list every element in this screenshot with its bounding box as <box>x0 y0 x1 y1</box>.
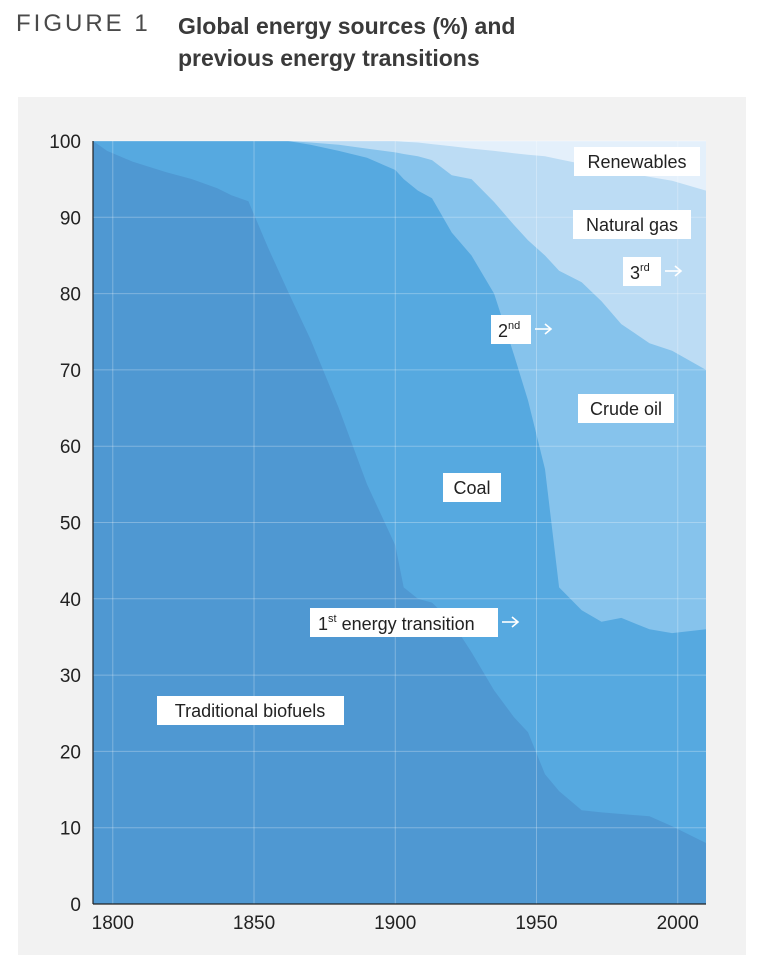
label-third-energy-transition: 3rd <box>623 257 683 286</box>
label-renewables: Renewables <box>574 147 700 176</box>
label-natural-gas-text: Natural gas <box>586 215 678 235</box>
third-transition-arrow-icon <box>665 265 683 277</box>
x-tick-label-1900: 1900 <box>374 913 416 934</box>
first-transition-arrow-icon <box>502 616 520 628</box>
x-tick-label-1800: 1800 <box>92 913 134 934</box>
second-transition-text: 2nd <box>498 320 520 341</box>
first-transition-sup: st <box>328 613 337 625</box>
figure-label: FIGURE 1 <box>16 10 151 37</box>
y-tick-label-10: 10 <box>60 819 81 840</box>
x-tick-label-2000: 2000 <box>657 913 699 934</box>
y-tick-label-100: 100 <box>49 132 81 153</box>
label-traditional-biofuels-text: Traditional biofuels <box>175 701 325 721</box>
label-second-energy-transition: 2nd <box>491 315 553 344</box>
label-natural-gas: Natural gas <box>573 210 691 239</box>
axes <box>92 141 706 905</box>
label-first-energy-transition: 1st energy transition <box>310 608 520 637</box>
first-transition-text: 1st energy transition <box>318 613 475 634</box>
x-axis-tick-labels: 1800 1850 1900 1950 2000 <box>92 913 699 934</box>
y-tick-label-30: 30 <box>60 666 81 687</box>
label-coal: Coal <box>443 473 501 502</box>
figure-title: Global energy sources (%) and previous e… <box>178 10 598 74</box>
second-transition-arrow-icon <box>535 323 553 335</box>
third-transition-text: 3rd <box>630 262 650 283</box>
y-tick-label-50: 50 <box>60 514 81 535</box>
first-transition-number: 1 <box>318 614 328 634</box>
figure-title-line-2: previous energy transitions <box>178 45 480 71</box>
x-tick-label-1950: 1950 <box>515 913 557 934</box>
figure-title-line-1: Global energy sources (%) and <box>178 13 516 39</box>
label-coal-text: Coal <box>453 478 490 498</box>
y-tick-label-80: 80 <box>60 285 81 306</box>
y-tick-label-20: 20 <box>60 742 81 763</box>
y-tick-label-0: 0 <box>70 895 81 916</box>
y-tick-label-60: 60 <box>60 437 81 458</box>
label-renewables-text: Renewables <box>587 152 686 172</box>
label-crude-oil-text: Crude oil <box>590 399 662 419</box>
y-axis-tick-labels: 0 10 20 30 40 50 60 70 80 90 100 <box>49 132 81 916</box>
label-crude-oil: Crude oil <box>578 394 674 423</box>
gridlines <box>93 140 706 904</box>
second-transition-number: 2 <box>498 321 508 341</box>
y-tick-label-90: 90 <box>60 208 81 229</box>
x-tick-label-1850: 1850 <box>233 913 275 934</box>
y-tick-label-70: 70 <box>60 361 81 382</box>
third-transition-sup: rd <box>640 262 650 274</box>
second-transition-sup: nd <box>508 320 520 332</box>
first-transition-rest: energy transition <box>337 614 475 634</box>
third-transition-number: 3 <box>630 263 640 283</box>
y-tick-label-40: 40 <box>60 590 81 611</box>
label-traditional-biofuels: Traditional biofuels <box>157 696 344 725</box>
